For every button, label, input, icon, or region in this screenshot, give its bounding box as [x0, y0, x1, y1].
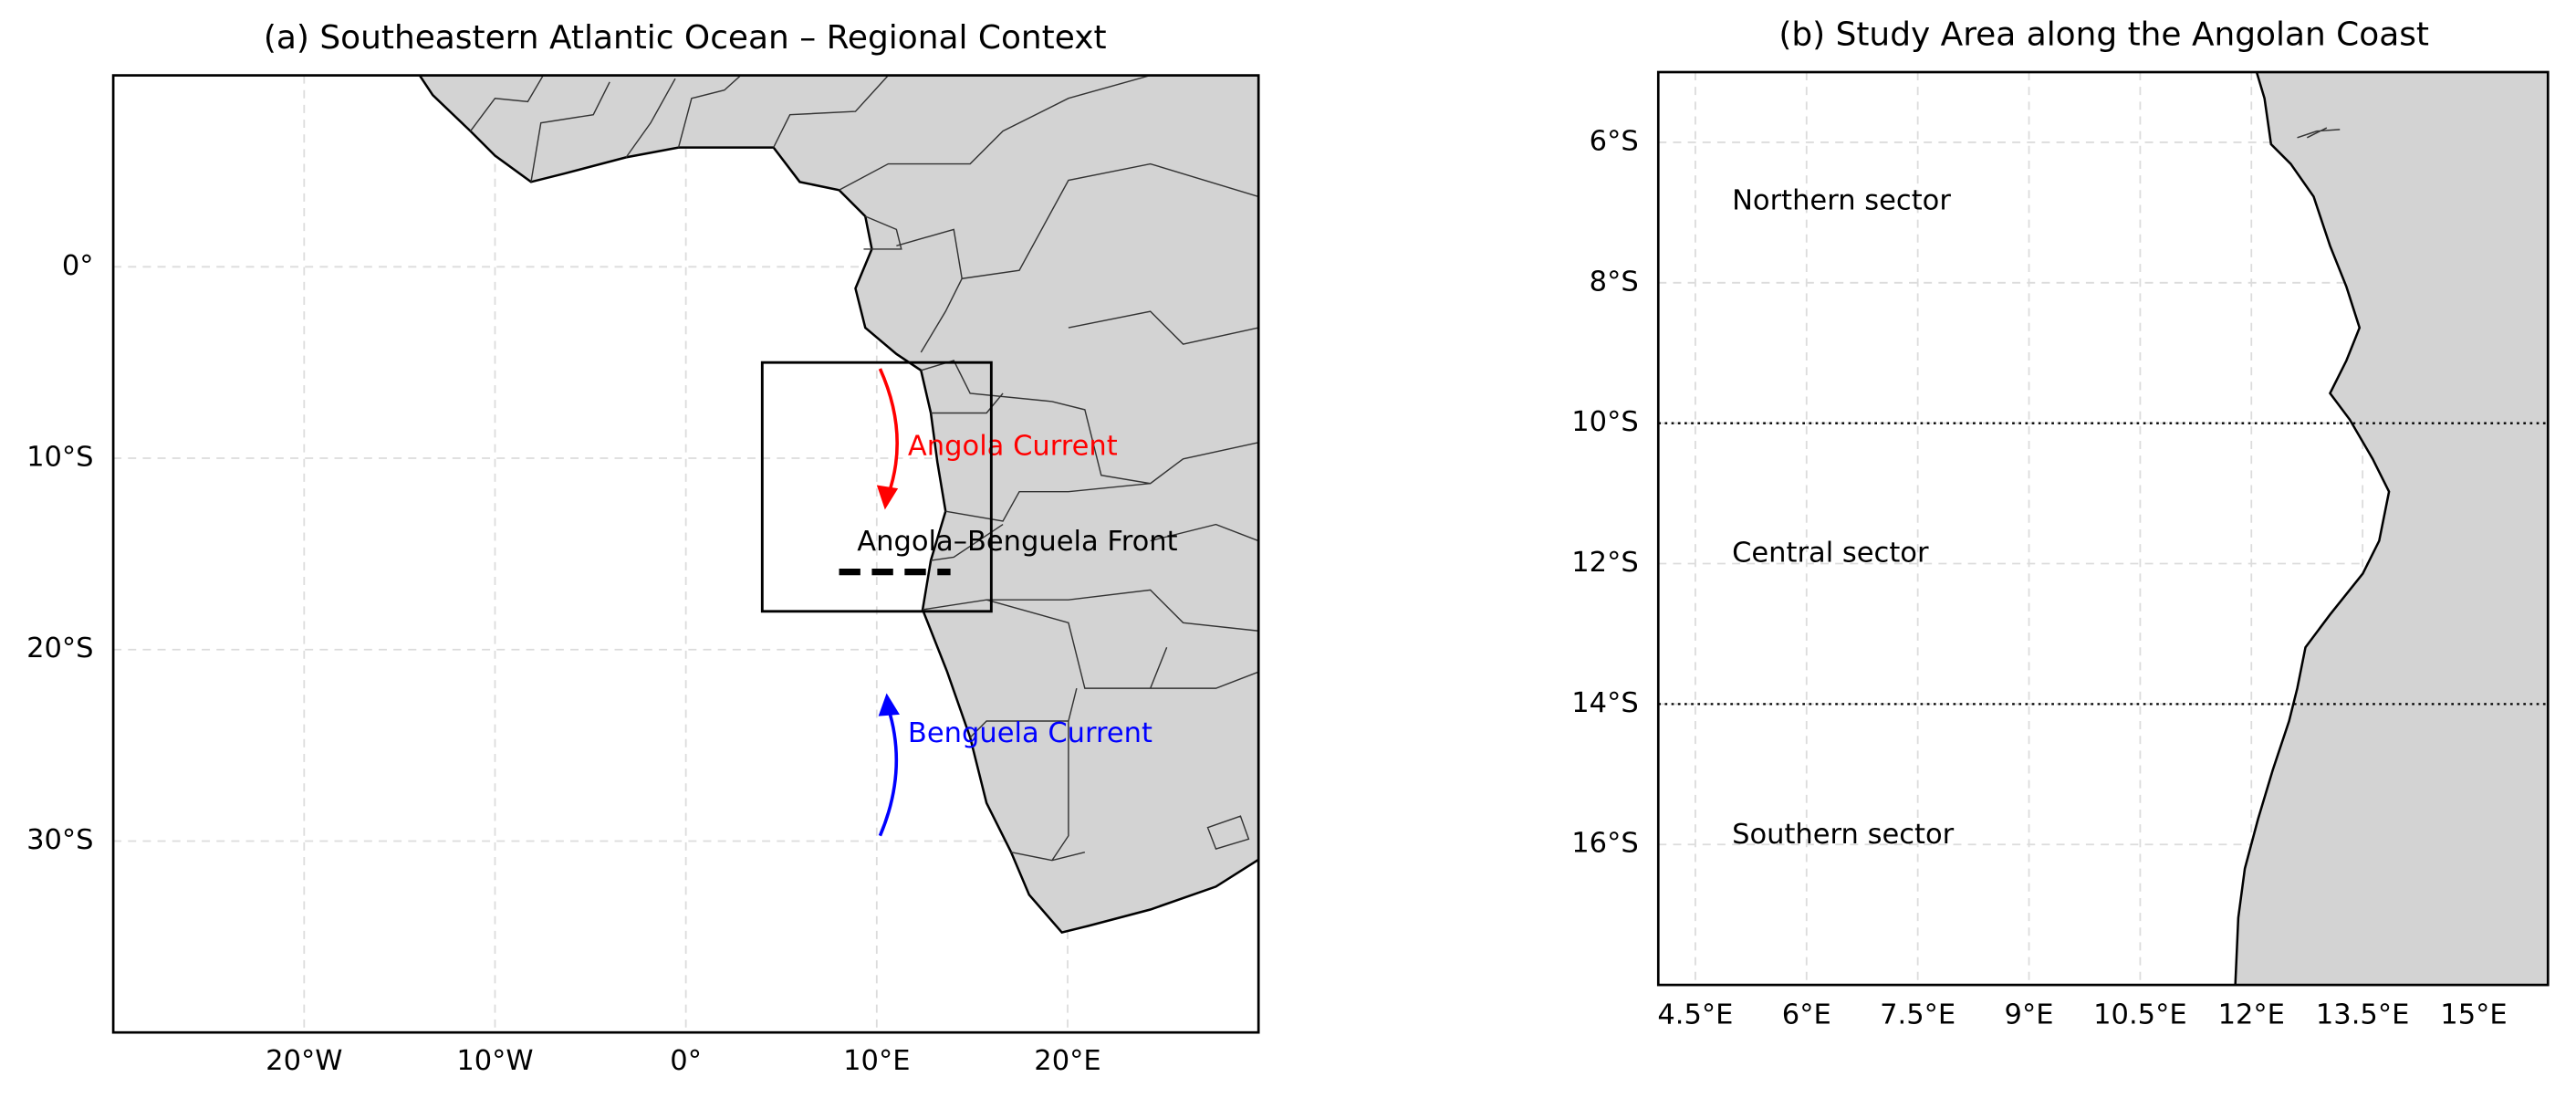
- x-tick-label: 12°E: [2218, 999, 2285, 1031]
- sector-label: Northern sector: [1732, 184, 1951, 216]
- sector-label: Southern sector: [1732, 819, 1955, 851]
- frame: [1656, 70, 2550, 987]
- y-tick-label: 30°S: [26, 824, 93, 856]
- annotations-a: Angola Current Angola–Benguela Front Ben…: [839, 368, 1178, 837]
- x-tick-label: 6°E: [1782, 999, 1831, 1031]
- land-a: [418, 75, 1259, 935]
- x-tick-label: 20°E: [1034, 1045, 1100, 1077]
- angola-current-arrow: [878, 368, 899, 496]
- panel-title: (a) Southeastern Atlantic Ocean – Region…: [264, 19, 1107, 57]
- x-tick-label: 10°W: [456, 1045, 533, 1077]
- benguela-current-arrow: [878, 707, 899, 837]
- x-tick-label: 20°W: [266, 1045, 342, 1077]
- x-tick-label: 10°E: [843, 1045, 910, 1077]
- arrowhead: [878, 693, 900, 716]
- x-tick-label: 0°: [670, 1045, 702, 1077]
- x-tick-label: 7.5°E: [1880, 999, 1955, 1031]
- x-tick-label: 15°E: [2440, 999, 2507, 1031]
- study-box: [760, 361, 993, 613]
- y-tick-label: 6°S: [1590, 125, 1639, 157]
- annotation: Angola–Benguela Front: [857, 526, 1177, 558]
- borders: [469, 75, 1259, 862]
- sector-label: Central sector: [1732, 537, 1929, 569]
- annotation: Angola Current: [908, 431, 1118, 463]
- x-tick-label: 4.5°E: [1657, 999, 1733, 1031]
- x-tick-label: 13.5°E: [2316, 999, 2409, 1031]
- arrowhead: [876, 485, 899, 510]
- africa: [418, 75, 1259, 935]
- y-tick-label: 20°S: [26, 633, 93, 664]
- y-tick-label: 10°S: [26, 442, 93, 474]
- x-tick-label: 10.5°E: [2093, 999, 2186, 1031]
- annotation: Benguela Current: [908, 717, 1152, 749]
- estuary: [2297, 127, 2341, 139]
- y-tick-label: 8°S: [1590, 266, 1639, 298]
- panel-title: (b) Study Area along the Angolan Coast: [1778, 16, 2429, 54]
- frame: [111, 74, 1260, 1034]
- y-tick-label: 12°S: [1571, 547, 1638, 579]
- y-tick-label: 14°S: [1571, 687, 1638, 719]
- x-tick-label: 9°E: [2005, 999, 2054, 1031]
- land-b: [2234, 72, 2549, 986]
- y-tick-label: 10°S: [1571, 406, 1638, 438]
- angola-coast: [2234, 72, 2549, 986]
- y-tick-label: 0°: [62, 250, 94, 282]
- y-tick-label: 16°S: [1571, 828, 1638, 860]
